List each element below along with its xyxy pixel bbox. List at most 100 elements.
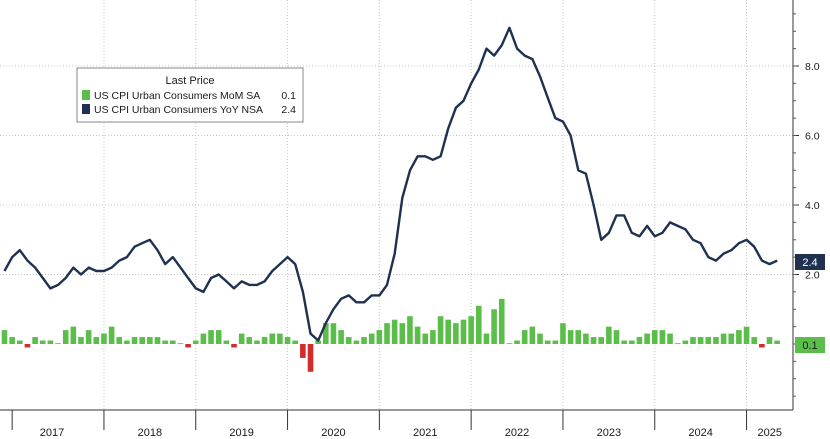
mom-bar	[200, 333, 207, 344]
x-tick-label: 2021	[413, 427, 437, 439]
mom-bar	[430, 330, 436, 344]
mom-bar	[170, 340, 176, 344]
mom-bar	[124, 340, 130, 344]
mom-bar	[223, 340, 230, 344]
mom-bar	[353, 340, 360, 344]
mom-bar	[139, 337, 145, 344]
x-tick-label: 2025	[758, 427, 782, 439]
mom-bar	[238, 333, 245, 344]
mom-bar	[629, 340, 635, 344]
yoy-line-layer	[3, 26, 778, 342]
mom-bar	[215, 330, 222, 344]
mom-bar	[376, 330, 383, 344]
mom-bar	[460, 319, 467, 344]
yoy-line	[3, 26, 778, 342]
mom-bar	[621, 340, 627, 344]
yoy-last-value-tag: 2.4	[795, 254, 825, 270]
mom-bar	[437, 316, 444, 344]
mom-bar	[147, 337, 153, 344]
mom-bar	[422, 333, 429, 344]
mom-bar	[177, 343, 184, 344]
mom-bar	[277, 333, 283, 344]
mom-bar	[751, 337, 757, 344]
mom-bar	[300, 344, 306, 358]
legend-box	[76, 67, 304, 123]
mom-bar	[9, 337, 15, 344]
mom-bar	[323, 323, 329, 344]
mom-bar	[62, 330, 69, 344]
mom-bar	[606, 326, 612, 344]
mom-bar	[445, 319, 451, 344]
x-tick-label: 2019	[229, 427, 253, 439]
mom-bar	[613, 330, 620, 344]
mom-bar	[269, 333, 276, 344]
mom-bar	[674, 343, 681, 344]
mom-bar	[498, 298, 505, 344]
mom-bar	[93, 337, 100, 344]
mom-bar	[651, 330, 658, 344]
mom-bar	[690, 337, 696, 344]
mom-bar	[345, 337, 352, 344]
mom-bar	[667, 333, 673, 344]
mom-bar	[483, 333, 490, 344]
mom-bar	[705, 337, 712, 344]
mom-bar	[32, 337, 38, 344]
mom-bar	[583, 333, 589, 344]
mom-bar	[261, 337, 268, 344]
y-tick-label: 4.0	[805, 200, 820, 212]
y-tick-label: 6.0	[805, 131, 820, 143]
mom-bar	[307, 344, 314, 372]
x-tick-label: 2018	[138, 427, 162, 439]
legend-mom-swatch	[82, 90, 90, 100]
mom-bar	[391, 319, 398, 344]
mom-bar	[78, 337, 84, 344]
mom-bar	[162, 340, 168, 344]
mom-bar	[468, 316, 474, 344]
mom-bar	[101, 333, 107, 344]
mom-bar	[208, 330, 214, 344]
mom-bar	[1, 330, 8, 344]
mom-bar	[736, 330, 742, 344]
legend: Last Price US CPI Urban Consumers MoM SA…	[76, 67, 304, 123]
mom-bar	[759, 344, 765, 348]
y-axis: 2.0 4.0 6.0 8.0	[793, 13, 820, 397]
mom-bar	[766, 337, 773, 344]
mom-bar	[39, 340, 46, 344]
y-tick-label: 2.0	[805, 270, 820, 282]
mom-bar	[338, 330, 344, 344]
mom-bar	[414, 326, 421, 344]
legend-yoy-swatch	[82, 104, 90, 114]
mom-bar	[774, 340, 780, 344]
mom-bar	[368, 333, 375, 344]
mom-bar	[85, 330, 92, 344]
x-tick-label: 2020	[321, 427, 345, 439]
mom-last-value-label: 0.1	[802, 340, 817, 352]
legend-mom-label: US CPI Urban Consumers MoM SA	[94, 90, 260, 102]
mom-bar	[70, 326, 77, 344]
mom-bar	[185, 344, 191, 348]
legend-yoy-label: US CPI Urban Consumers YoY NSA	[94, 104, 263, 116]
mom-last-value-tag: 0.1	[795, 337, 825, 353]
y-tick-label: 8.0	[805, 61, 820, 73]
mom-bar	[116, 337, 123, 344]
mom-bar	[361, 337, 367, 344]
mom-bar	[682, 340, 689, 344]
mom-bar	[154, 337, 161, 344]
x-axis: 2017 2018 2019 2020 2021 2022 2023 2024 2025	[11, 410, 782, 439]
mom-bar	[544, 340, 551, 344]
mom-bar	[560, 323, 566, 344]
yoy-last-value-label: 2.4	[802, 257, 817, 269]
mom-bar	[598, 337, 604, 344]
legend-mom-value: 0.1	[281, 90, 296, 102]
mom-bars	[1, 298, 780, 372]
mom-bar	[399, 323, 406, 344]
mom-bar	[506, 343, 513, 344]
x-tick-label: 2017	[40, 427, 64, 439]
mom-bar	[521, 330, 528, 344]
mom-bar	[315, 340, 321, 344]
mom-bar	[644, 333, 650, 344]
horizontal-gridlines	[0, 65, 793, 275]
mom-bar	[567, 330, 574, 344]
mom-bar	[537, 333, 543, 344]
